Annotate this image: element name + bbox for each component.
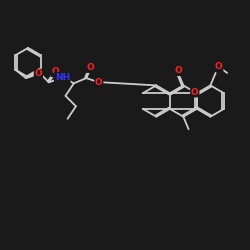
Text: O: O (34, 70, 42, 78)
Text: O: O (174, 66, 182, 75)
Text: NH: NH (55, 72, 70, 82)
Text: O: O (51, 67, 59, 76)
Text: O: O (95, 78, 103, 87)
Text: O: O (215, 62, 223, 71)
Text: O: O (191, 88, 199, 97)
Text: O: O (86, 63, 94, 72)
